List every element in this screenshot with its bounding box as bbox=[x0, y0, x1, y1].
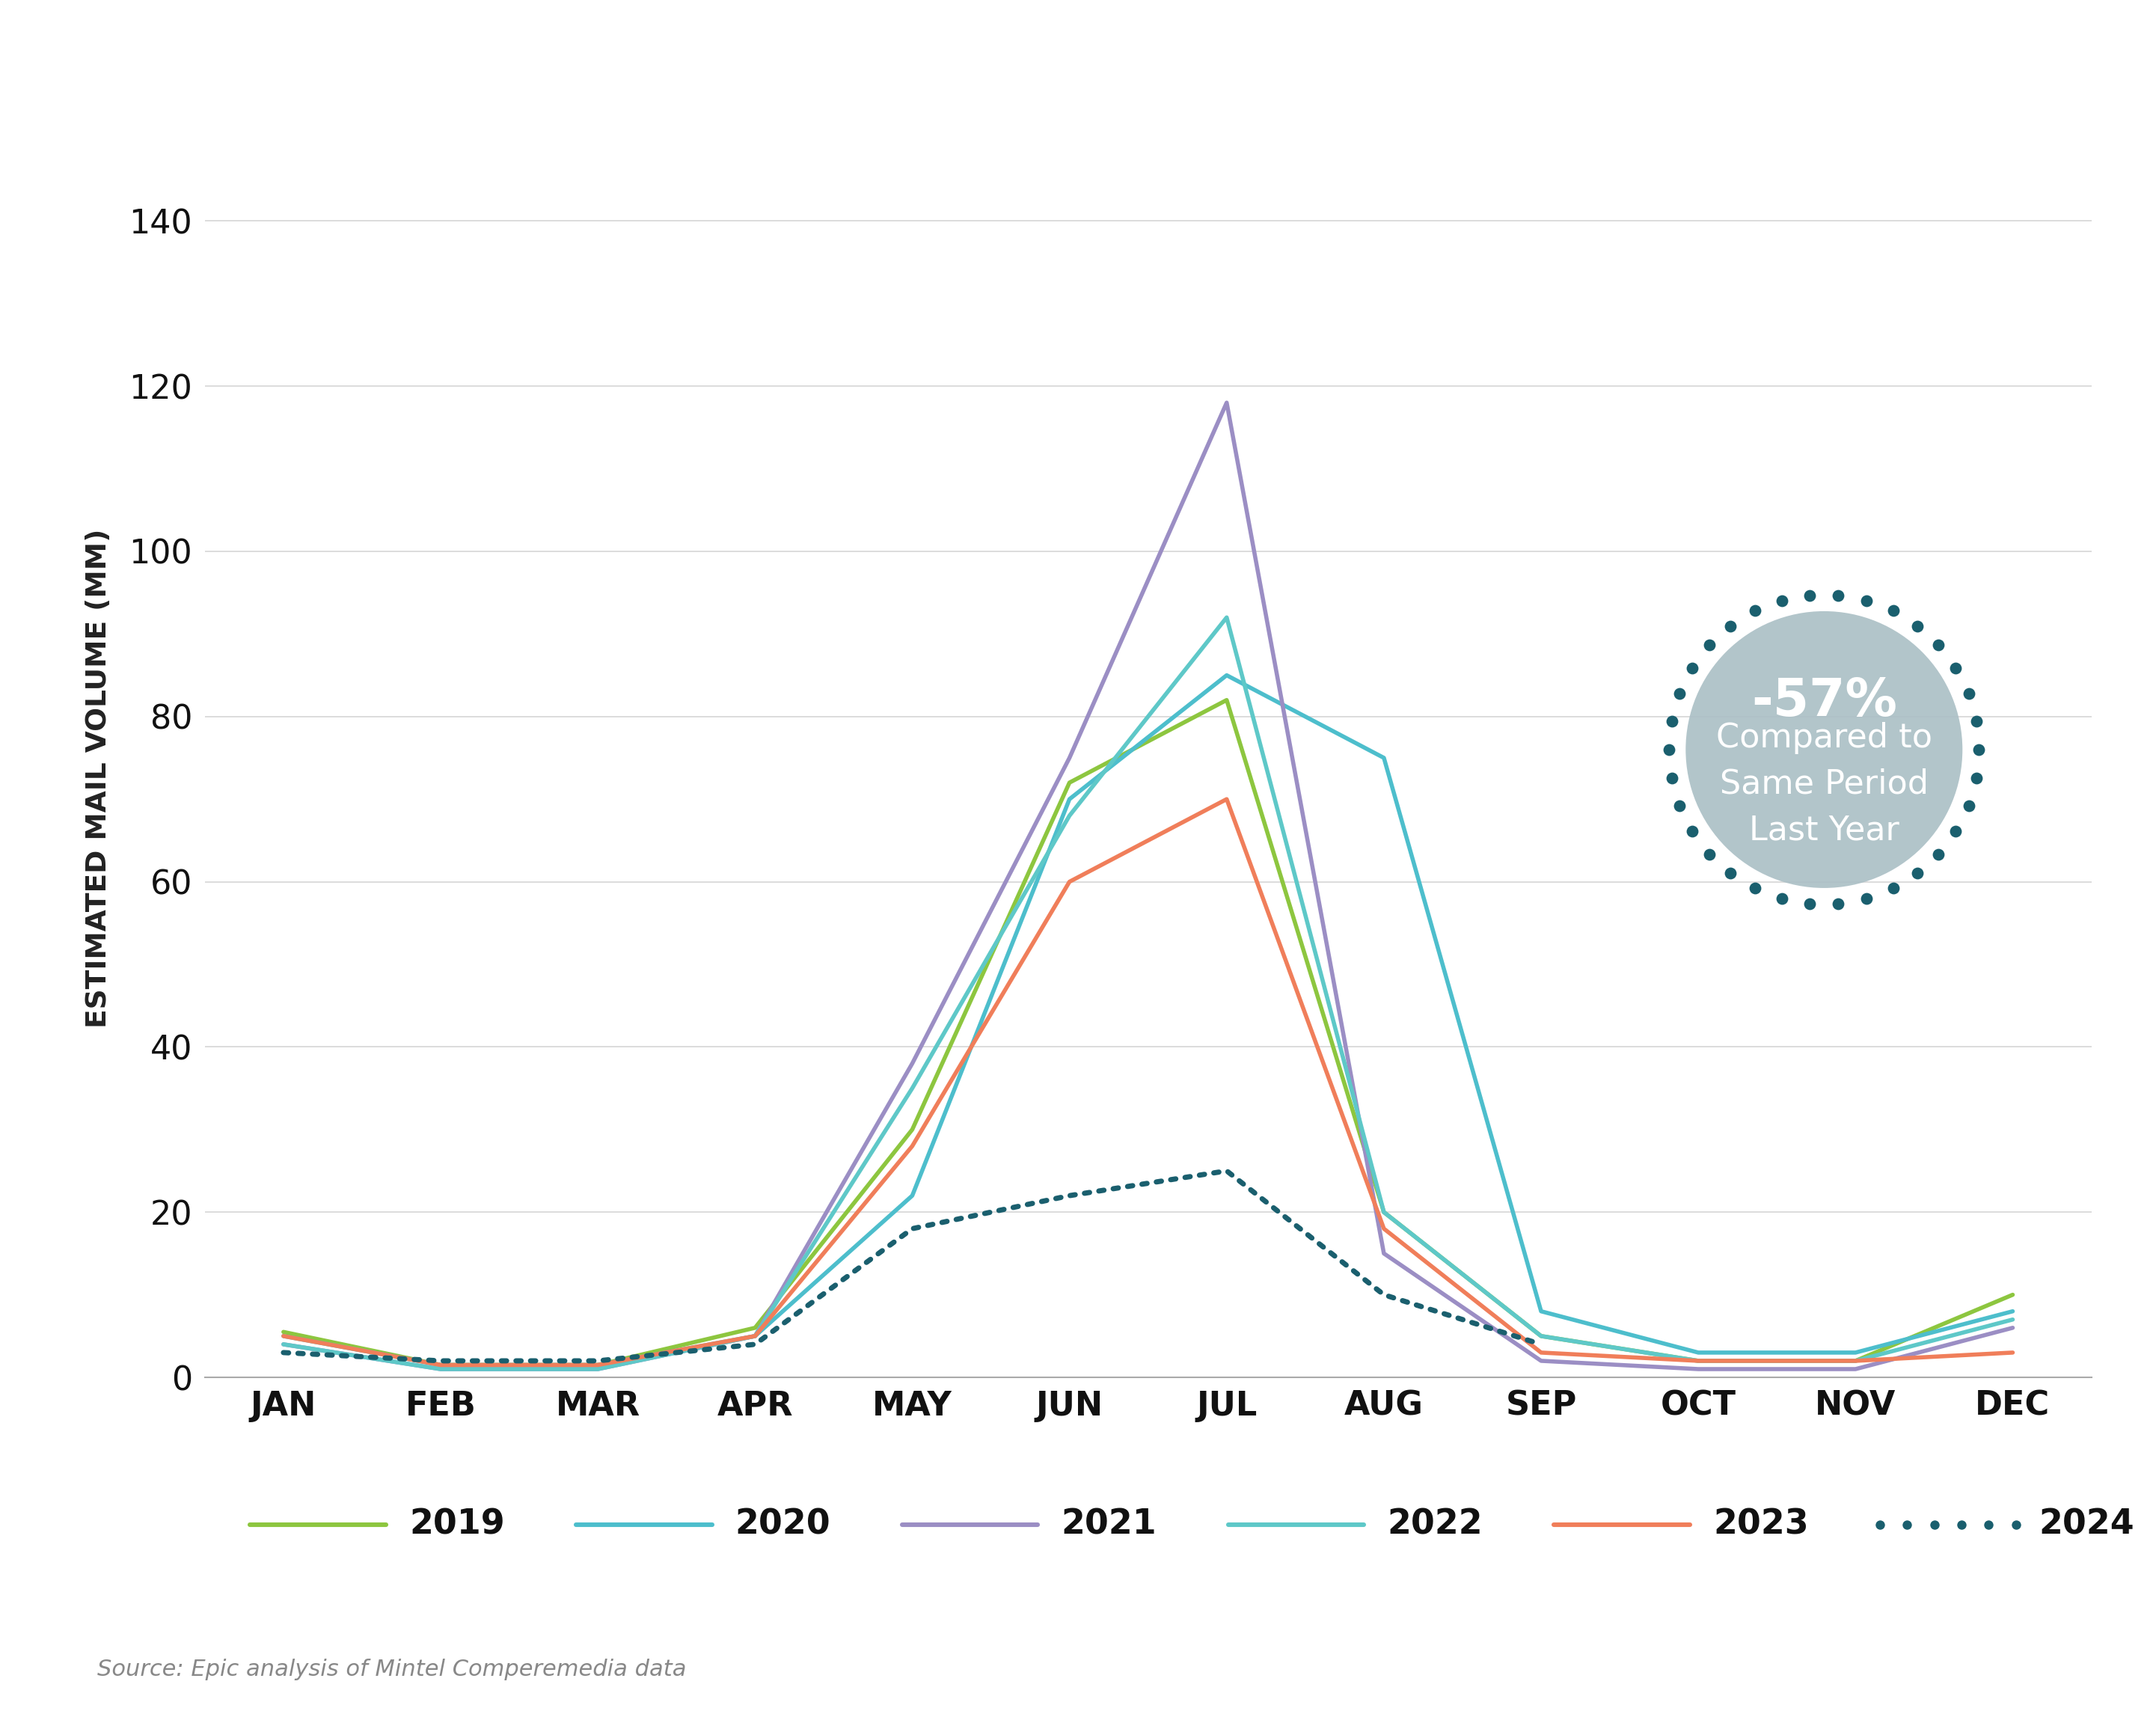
Point bbox=[1971, 1511, 2005, 1538]
Point bbox=[1675, 818, 1710, 845]
Point bbox=[1891, 1511, 1925, 1538]
Point bbox=[1792, 582, 1826, 609]
Text: 2021: 2021 bbox=[1061, 1507, 1156, 1542]
Point bbox=[1714, 859, 1749, 886]
Point bbox=[1960, 707, 1994, 734]
Point bbox=[1876, 597, 1910, 625]
Point bbox=[1675, 654, 1710, 681]
Point bbox=[1962, 736, 1996, 763]
Y-axis label: ESTIMATED MAIL VOLUME (MM): ESTIMATED MAIL VOLUME (MM) bbox=[86, 529, 112, 1028]
Ellipse shape bbox=[1686, 611, 1962, 888]
Point bbox=[1654, 707, 1688, 734]
Point bbox=[1692, 840, 1727, 867]
Point bbox=[1850, 587, 1884, 614]
Point bbox=[1714, 613, 1749, 640]
Point bbox=[1692, 631, 1727, 659]
Point bbox=[1876, 874, 1910, 902]
Point bbox=[1662, 679, 1697, 707]
Point bbox=[1960, 765, 1994, 792]
Point bbox=[1899, 613, 1934, 640]
Text: 2023: 2023 bbox=[1714, 1507, 1809, 1542]
Point bbox=[1738, 597, 1772, 625]
Text: 2022: 2022 bbox=[1386, 1507, 1483, 1542]
Text: -57%: -57% bbox=[1751, 676, 1897, 725]
Point bbox=[1792, 890, 1826, 917]
Text: Compared to
Same Period
Last Year: Compared to Same Period Last Year bbox=[1716, 722, 1932, 847]
Point bbox=[1738, 874, 1772, 902]
Point bbox=[1764, 587, 1798, 614]
Point bbox=[1921, 631, 1955, 659]
Point bbox=[1945, 1511, 1979, 1538]
Point bbox=[1899, 859, 1934, 886]
Text: 2020: 2020 bbox=[735, 1507, 830, 1542]
Text: IN-SCHOOL LENDING - DIRECT MAIL VOLUME BY MONTH: IN-SCHOOL LENDING - DIRECT MAIL VOLUME B… bbox=[136, 41, 2020, 99]
Point bbox=[1863, 1511, 1897, 1538]
Point bbox=[1921, 840, 1955, 867]
Text: Source: Epic analysis of Mintel Comperemedia data: Source: Epic analysis of Mintel Comperem… bbox=[97, 1658, 686, 1680]
Point bbox=[1822, 890, 1856, 917]
Point bbox=[1662, 792, 1697, 820]
Point bbox=[1951, 792, 1986, 820]
Point bbox=[1764, 885, 1798, 912]
Point bbox=[1917, 1511, 1951, 1538]
Point bbox=[1999, 1511, 2033, 1538]
Point bbox=[1822, 582, 1856, 609]
Point bbox=[1850, 885, 1884, 912]
Point bbox=[1938, 818, 1973, 845]
Point bbox=[1951, 679, 1986, 707]
Point bbox=[1654, 765, 1688, 792]
Point bbox=[1651, 736, 1686, 763]
Point bbox=[1938, 654, 1973, 681]
Text: 2024: 2024 bbox=[2040, 1507, 2134, 1542]
Text: 2019: 2019 bbox=[410, 1507, 505, 1542]
